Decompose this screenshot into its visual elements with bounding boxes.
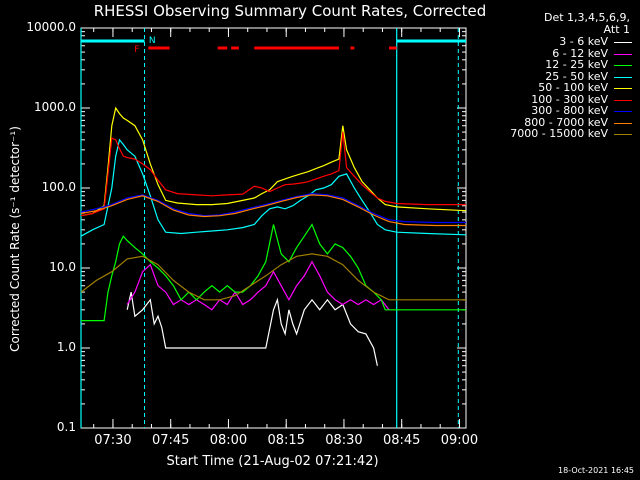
legend-item: 50 - 100 keV xyxy=(486,82,636,94)
series-line-3 xyxy=(80,138,467,237)
legend-label: 6 - 12 keV xyxy=(552,46,608,60)
x-axis-title: Start Time (21-Aug-02 07:21:42) xyxy=(166,454,379,469)
plot-frame xyxy=(80,27,467,429)
legend-label: 7000 - 15000 keV xyxy=(510,127,608,140)
legend-swatch xyxy=(614,88,632,89)
flare-marker: F xyxy=(134,45,139,55)
legend-swatch xyxy=(614,99,632,101)
x-tick-label: 09:00 xyxy=(440,433,479,448)
y-tick-label: 100.0 xyxy=(41,180,76,194)
legend-item: 100 - 300 keV xyxy=(486,92,636,106)
series-line-8 xyxy=(80,253,466,301)
legend-item: 800 - 7000 keV xyxy=(486,115,636,129)
chart-title: RHESSI Observing Summary Count Rates, Co… xyxy=(93,2,487,20)
series-line-2 xyxy=(81,223,466,322)
series-line-4 xyxy=(80,106,467,217)
timestamp: 18-Oct-2021 16:45 xyxy=(558,466,634,475)
series-line-1 xyxy=(126,260,390,311)
legend-item: 12 - 25 keV xyxy=(486,59,636,71)
legend-swatch xyxy=(614,111,632,112)
series-line-7 xyxy=(80,194,466,227)
legend-label: 25 - 50 keV xyxy=(545,69,608,83)
legend-swatch xyxy=(614,122,632,124)
series-line-5 xyxy=(80,132,466,217)
y-tick-label: 0.1 xyxy=(56,420,76,434)
legend-item: 3 - 6 keV xyxy=(486,36,636,48)
legend-header-line-1: Det 1,3,4,5,6,9, xyxy=(543,11,630,24)
x-tick-label: 07:30 xyxy=(94,433,132,448)
legend-item: 7000 - 15000 keV xyxy=(486,128,636,140)
legend-label: 50 - 100 keV xyxy=(538,81,608,94)
legend-swatch xyxy=(614,65,632,66)
legend-label: 3 - 6 keV xyxy=(559,35,608,48)
y-tick-label: 1000.0 xyxy=(34,100,76,114)
x-tick-label: 08:15 xyxy=(267,433,305,448)
x-tick-label: 08:30 xyxy=(325,433,363,448)
y-tick-label: 10000.0 xyxy=(26,20,76,34)
legend: Det 1,3,4,5,6,9, Att 1 3 - 6 keV 6 - 12 k… xyxy=(486,12,636,140)
x-tick-label: 08:45 xyxy=(382,433,421,448)
legend-swatch xyxy=(614,42,632,43)
night-marker: N xyxy=(149,36,156,46)
y-axis-title: Corrected Count Rate (s⁻¹ detector⁻¹) xyxy=(8,126,22,352)
legend-header-line-2: Att 1 xyxy=(603,23,630,36)
y-tick-label: 10.0 xyxy=(49,260,76,274)
x-tick-label: 07:45 xyxy=(151,433,190,448)
legend-label: 300 - 800 keV xyxy=(531,104,608,117)
legend-swatch xyxy=(614,134,632,135)
series-line-6 xyxy=(80,192,466,224)
legend-label: 800 - 7000 keV xyxy=(524,115,608,129)
x-tick-label: 08:00 xyxy=(209,433,248,448)
legend-label: 12 - 25 keV xyxy=(545,58,608,71)
legend-item: 6 - 12 keV xyxy=(486,46,636,60)
legend-swatch xyxy=(614,76,632,78)
legend-item: 300 - 800 keV xyxy=(486,105,636,117)
legend-item: 25 - 50 keV xyxy=(486,69,636,83)
legend-label: 100 - 300 keV xyxy=(531,92,608,106)
legend-swatch xyxy=(614,53,632,55)
y-tick-label: 1.0 xyxy=(56,340,76,354)
